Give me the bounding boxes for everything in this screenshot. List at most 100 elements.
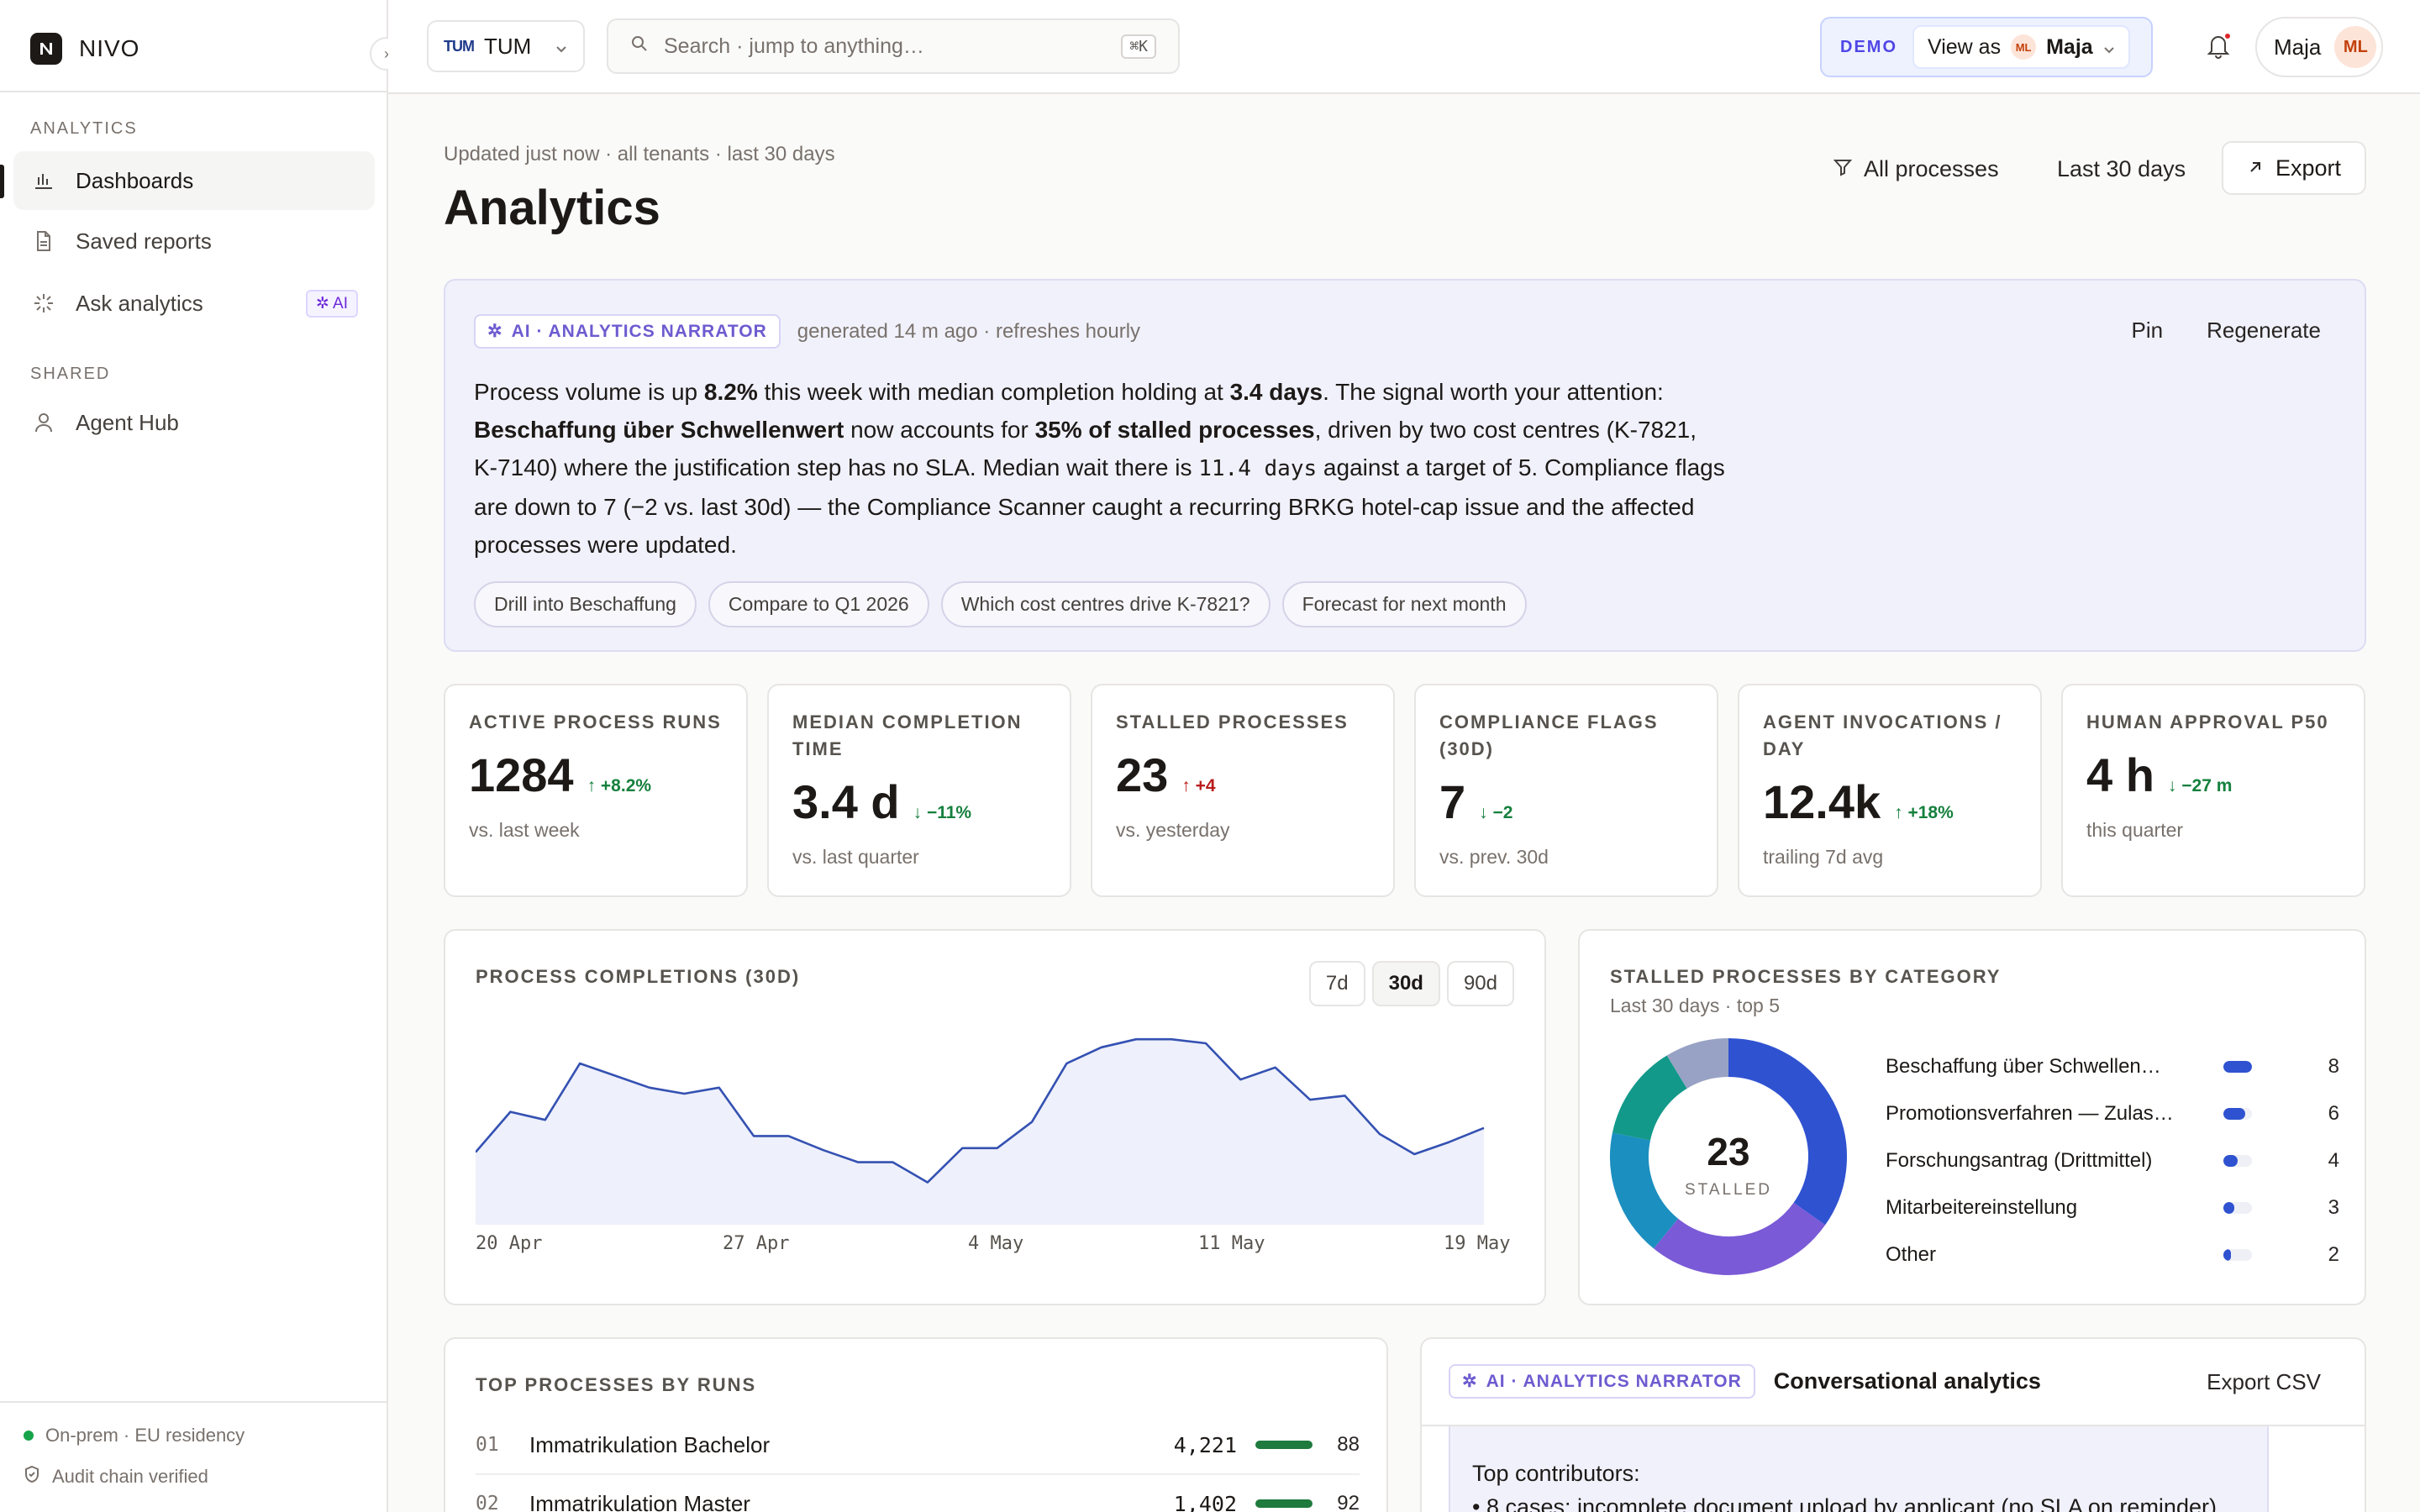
kpi-subtitle: this quarter [2086,819,2184,841]
kpi-delta: ↑ +18% [1894,803,1954,823]
filter-icon [1833,156,1853,182]
chevron-right-icon: › [384,45,389,62]
notifications-button[interactable] [2200,29,2237,66]
narrator-meta: generated 14 m ago · refreshes hourly [797,319,1141,343]
legend-label: Other [1886,1243,1937,1266]
sidebar-item-dashboards[interactable]: Dashboards [13,151,375,210]
legend-value: 8 [2328,1055,2339,1078]
kpi-card-compliance-flags[interactable]: COMPLIANCE FLAGS (30D) 7 ↓ −2 vs. prev. 3… [1414,684,1718,897]
bell-icon [2206,32,2231,63]
user-name: Maja [2274,34,2322,60]
search-input[interactable]: Search · jump to anything… ⌘K [607,18,1180,74]
sidebar-footer-divider [0,1401,387,1403]
export-button[interactable]: Export [2222,141,2366,195]
notification-dot [2223,32,2232,40]
legend-value: 4 [2328,1149,2339,1172]
user-menu[interactable]: Maja ML [2255,17,2383,77]
kpi-value: 7 [1439,775,1466,828]
date-range-filter[interactable]: Last 30 days [2057,148,2186,190]
legend-item[interactable]: Forschungsantrag (Drittmittel) 4 [1886,1144,2339,1178]
pin-button[interactable]: Pin [2131,318,2164,343]
legend-item[interactable]: Other 2 [1886,1238,2339,1272]
active-indicator [0,165,4,198]
process-score-bar [1255,1499,1313,1508]
completions-area-chart [476,1037,1485,1225]
legend-label: Beschaffung über Schwellen… [1886,1055,2161,1078]
suggestion-chip[interactable]: Compare to Q1 2026 [708,581,929,627]
ai-tag: ✲ AI · ANALYTICS NARRATOR [1449,1364,1755,1399]
audit-status: Audit chain verified [24,1465,208,1488]
stalled-donut-chart [1610,1038,1847,1275]
table-row[interactable]: 01 Immatrikulation Bachelor 4,221 88 [476,1416,1360,1475]
demo-label: DEMO [1840,37,1897,56]
sidebar-item-agent-hub[interactable]: Agent Hub [13,393,375,452]
kpi-delta-value: −27 m [2181,776,2233,795]
kpi-card-stalled[interactable]: STALLED PROCESSES 23 ↑ +4 vs. yesterday [1091,684,1395,897]
range-7d-button[interactable]: 7d [1308,961,1365,1006]
legend-item[interactable]: Promotionsverfahren — Zulas… 6 [1886,1097,2339,1131]
sidebar-item-label: Ask analytics [76,290,203,316]
summary-text: now accounts for [844,417,1035,443]
suggestion-chips: Drill into Beschaffung Compare to Q1 202… [474,581,1527,627]
kpi-card-agent-invocations[interactable]: AGENT INVOCATIONS / DAY 12.4k ↑ +18% trai… [1738,684,2042,897]
kpi-value: 12.4k [1763,775,1881,828]
shield-check-icon [24,1465,40,1488]
suggestion-chip[interactable]: Drill into Beschaffung [474,581,697,627]
range-30d-button[interactable]: 30d [1371,961,1440,1006]
arrow-up-icon: ↑ [1181,776,1191,795]
tenant-switcher[interactable]: TUM TUM [427,20,585,72]
legend-item[interactable]: Mitarbeitereinstellung 3 [1886,1191,2339,1225]
sidebar-item-saved-reports[interactable]: Saved reports [13,212,375,270]
brand[interactable]: NIVO [30,30,139,67]
sidebar-item-label: Agent Hub [76,409,179,435]
x-tick-label: 4 May [968,1233,1024,1254]
kpi-card-active-runs[interactable]: ACTIVE PROCESS RUNS 1284 ↑ +8.2% vs. last… [444,684,748,897]
avatar: ML [2011,34,2037,60]
chart-title: STALLED PROCESSES BY CATEGORY [1610,966,2002,987]
chevron-down-icon [555,34,568,60]
donut-slice [1728,1038,1847,1226]
kpi-card-median-completion[interactable]: MEDIAN COMPLETION TIME 3.4 d ↓ −11% vs. l… [767,684,1071,897]
sidebar-item-ask-analytics[interactable]: Ask analytics ✲ AI [13,274,375,333]
legend-bar-fill [2223,1061,2252,1073]
sidebar-section-shared: SHARED [30,365,111,383]
avatar: ML [2334,26,2377,68]
x-tick-label: 27 Apr [723,1233,790,1254]
legend-bar [2223,1108,2252,1120]
top-bar: TUM TUM Search · jump to anything… ⌘K DE… [388,0,2420,94]
range-90d-button[interactable]: 90d [1446,961,1514,1006]
summary-highlight: Beschaffung über Schwellenwert [474,417,844,443]
process-filter[interactable]: All processes [1833,148,1999,190]
series-line [476,1037,1485,1184]
suggestion-chip[interactable]: Which cost centres drive K-7821? [940,581,1270,627]
kpi-delta: ↑ +4 [1181,776,1215,796]
legend-item[interactable]: Beschaffung über Schwellen… 8 [1886,1050,2339,1084]
legend-value: 6 [2328,1102,2339,1125]
kpi-card-human-approval[interactable]: HUMAN APPROVAL P50 4 h ↓ −27 m this quart… [2061,684,2365,897]
area-fill [476,1039,1484,1225]
narrator-actions: Pin Regenerate [2132,318,2321,344]
kpi-label: AGENT INVOCATIONS / DAY [1763,711,2002,759]
summary-text: this week with median completion holding… [757,379,1230,405]
donut-slice [1666,1038,1729,1089]
kpi-label: COMPLIANCE FLAGS (30D) [1439,711,1659,759]
regenerate-button[interactable]: Regenerate [2207,318,2321,343]
legend-label: Mitarbeitereinstellung [1886,1196,2078,1219]
donut-total-label: STALLED [1684,1181,1773,1199]
narrator-header: ✲ AI · ANALYTICS NARRATOR generated 14 m… [474,314,1140,349]
view-as-user: Maja [2046,34,2093,59]
suggestion-chip[interactable]: Forecast for next month [1281,581,1527,627]
kpi-delta-value: −2 [1492,803,1513,822]
legend-bar [2223,1249,2252,1261]
person-icon [32,411,55,434]
conversational-header: ✲ AI · ANALYTICS NARRATOR Conversational… [1449,1364,2041,1399]
brand-name: NIVO [79,35,140,61]
table-row[interactable]: 02 Immatrikulation Master 1,402 92 [476,1475,1360,1512]
export-csv-button[interactable]: Export CSV [2207,1369,2321,1394]
view-as-selector[interactable]: View as ML Maja [1912,25,2130,69]
sparkle-icon: ✲ [1462,1372,1478,1391]
process-rank: 02 [476,1493,499,1512]
chart-subtitle: Last 30 days · top 5 [1610,995,1781,1016]
main-content: Updated just now · all tenants · last 30… [388,94,2420,1512]
sidebar: NIVO › ANALYTICS Dashboards Saved report… [0,0,403,1512]
